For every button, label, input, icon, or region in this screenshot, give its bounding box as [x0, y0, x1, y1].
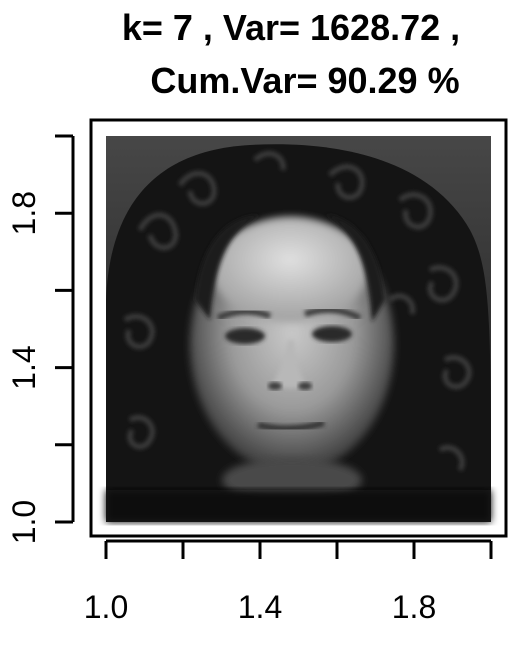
y-tick-label-1: 1.4: [6, 345, 42, 389]
y-tick-label-0: 1.0: [6, 500, 42, 544]
y-axis: 1.0 1.4 1.8: [6, 134, 75, 544]
y-tick-label-2: 1.8: [6, 191, 42, 235]
x-tick-label-1: 1.4: [238, 589, 282, 625]
x-tick-label-0: 1.0: [84, 589, 128, 625]
chart-title-line-2: Cum.Var= 90.29 %: [150, 60, 459, 101]
plot-frame: [89, 118, 508, 538]
chart-title-line-1: k= 7 , Var= 1628.72 ,: [122, 7, 460, 48]
face-image: [106, 136, 491, 522]
x-axis: 1.0 1.4 1.8: [84, 539, 493, 625]
x-tick-label-2: 1.8: [392, 589, 436, 625]
